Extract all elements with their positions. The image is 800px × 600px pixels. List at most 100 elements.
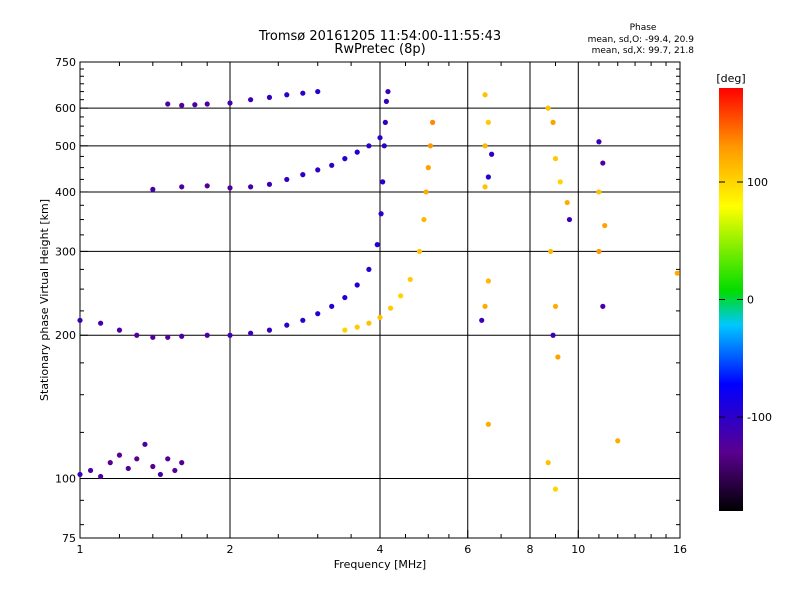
data-point [354, 282, 360, 288]
data-point [407, 276, 413, 283]
data-point [227, 332, 233, 338]
data-point [98, 473, 104, 480]
data-point [342, 327, 348, 333]
y-tick-label: 750 [55, 56, 76, 69]
data-point [179, 102, 185, 108]
data-point [87, 467, 94, 474]
y-axis-ticks: 75 100 200 300 400 500 600 750 [55, 56, 680, 545]
data-point [116, 452, 123, 458]
data-point [366, 143, 372, 149]
data-point [134, 456, 140, 462]
colorbar-tick-label: -100 [747, 411, 772, 424]
data-point [552, 303, 559, 309]
x-tick-label: 1 [77, 543, 84, 556]
data-point [134, 332, 140, 338]
data-point [615, 438, 621, 444]
x-tick-label: 16 [673, 543, 687, 556]
data-point [165, 334, 171, 340]
data-point [165, 456, 171, 462]
data-point [423, 189, 429, 195]
data-point [248, 97, 254, 103]
x-axis-ticks: 1 2 4 6 8 10 16 [77, 62, 687, 556]
data-point [489, 151, 495, 157]
data-point [77, 317, 83, 323]
data-point [377, 314, 383, 321]
data-point [416, 248, 423, 255]
data-point [342, 156, 348, 162]
data-point [380, 179, 386, 185]
data-point [421, 216, 427, 223]
data-point [165, 101, 171, 107]
data-point [98, 320, 104, 326]
data-point [179, 460, 185, 466]
data-point [300, 317, 306, 323]
data-point [284, 176, 290, 183]
data-point [315, 167, 321, 173]
data-point [366, 320, 372, 326]
data-point [566, 216, 573, 223]
data-point [385, 88, 391, 95]
grid-lines [80, 62, 680, 538]
data-point [227, 185, 233, 191]
data-point [284, 322, 290, 328]
data-point [329, 303, 335, 309]
data-point [248, 330, 254, 336]
data-point [315, 311, 321, 317]
data-point [387, 305, 394, 311]
data-point [378, 211, 384, 217]
data-point [479, 317, 485, 323]
phase-o-stats: mean, sd,O: -99.4, 20.9 [588, 35, 695, 45]
x-axis-label: Frequency [MHz] [334, 558, 426, 571]
data-point [485, 278, 491, 284]
data-point [77, 471, 83, 478]
data-point [425, 165, 431, 171]
data-point [485, 174, 491, 180]
y-tick-label: 75 [62, 532, 76, 545]
x-tick-label: 8 [527, 543, 534, 556]
data-point [192, 102, 198, 108]
chart-subtitle: RwPretec (8p) [334, 42, 425, 57]
data-point [600, 160, 606, 166]
y-tick-label: 500 [55, 140, 76, 153]
data-point [398, 293, 404, 299]
data-point [248, 184, 254, 190]
data-point [482, 184, 488, 190]
data-point [284, 92, 290, 98]
data-point [485, 421, 491, 427]
colorbar-tick-label: 0 [747, 294, 754, 307]
y-tick-label: 400 [55, 186, 76, 199]
data-point [300, 172, 306, 178]
data-point [150, 334, 156, 340]
data-point [383, 98, 389, 104]
data-point [596, 189, 602, 195]
colorbar-ticks: 100 0 -100 [719, 176, 772, 424]
data-point [429, 119, 436, 125]
data-point [204, 101, 210, 107]
phase-x-stats: mean, sd,X: 99.7, 21.8 [592, 46, 695, 56]
data-point [555, 354, 561, 360]
y-tick-label: 300 [55, 245, 76, 258]
data-point [548, 248, 554, 255]
data-point [377, 135, 383, 141]
data-point [674, 270, 680, 276]
data-point [266, 181, 273, 187]
data-point [204, 183, 210, 189]
data-point [550, 332, 556, 338]
data-point [552, 486, 559, 492]
data-point [227, 100, 233, 106]
data-point [342, 294, 348, 301]
data-point [157, 471, 164, 478]
x-tick-label: 6 [464, 543, 471, 556]
x-tick-label: 10 [571, 543, 585, 556]
data-point [602, 222, 608, 229]
data-point [596, 248, 602, 255]
data-point [550, 119, 556, 125]
data-point [596, 139, 602, 145]
data-point [300, 90, 306, 96]
data-point [482, 303, 488, 309]
data-point [381, 143, 387, 149]
x-tick-label: 2 [227, 543, 234, 556]
data-point [382, 119, 388, 125]
data-point [545, 105, 551, 111]
